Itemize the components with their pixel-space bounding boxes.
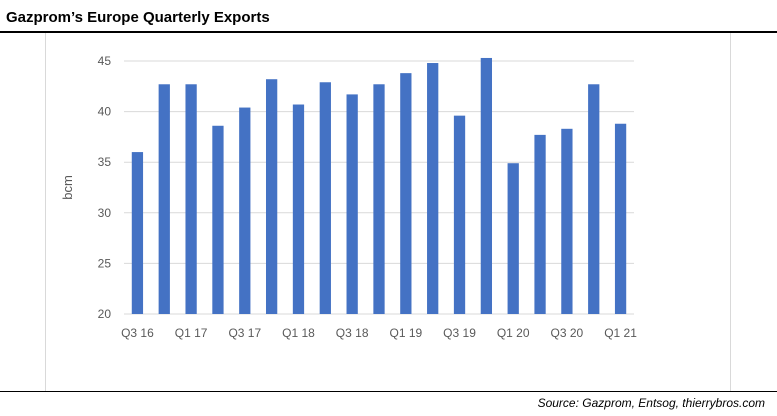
bar-q4-18 [373, 84, 385, 314]
bar-q4-17 [265, 79, 278, 314]
title-divider [0, 31, 777, 33]
bar-q4-16 [158, 84, 170, 314]
bar-q3-20 [561, 128, 573, 314]
x-tick-label: Q1 18 [282, 326, 315, 340]
bar-q3-19 [453, 115, 466, 314]
source-note: Source: Gazprom, Entsog, thierrybros.com [537, 396, 765, 410]
bars [131, 57, 627, 315]
bar-q1-19 [400, 73, 412, 314]
x-tick-label: Q3 16 [121, 326, 154, 340]
bar-q2-17 [212, 125, 224, 314]
bar-q2-20 [534, 134, 546, 314]
bar-q1-21 [614, 123, 627, 314]
footer-divider [0, 391, 777, 392]
bar-q4-20 [588, 84, 600, 314]
y-tick-label: 20 [98, 307, 112, 321]
bar-q1-17 [185, 84, 197, 314]
x-axis-ticks: Q3 16 Q1 17 Q3 17 Q1 18 Q3 18 Q1 19 Q3 19 Q1 20… [121, 326, 637, 340]
bar-q2-19 [427, 63, 439, 314]
bar-q3-18 [346, 94, 358, 314]
bar-q3-17 [239, 107, 251, 314]
y-tick-label: 25 [98, 256, 112, 270]
bar-q4-19 [480, 57, 493, 315]
y-tick-label: 40 [98, 105, 112, 119]
x-tick-label: Q3 17 [228, 326, 261, 340]
bar-q3-16 [131, 152, 144, 314]
bar-q2-18 [319, 82, 331, 314]
chart-title: Gazprom’s Europe Quarterly Exports [6, 9, 270, 26]
x-tick-label: Q1 20 [497, 326, 530, 340]
bar-q1-20 [507, 163, 519, 314]
x-tick-label: Q3 20 [551, 326, 584, 340]
bar-q1-18 [292, 104, 305, 315]
y-tick-label: 35 [98, 155, 112, 169]
x-tick-label: Q1 17 [175, 326, 208, 340]
y-tick-label: 30 [98, 206, 112, 220]
x-tick-label: Q1 21 [604, 326, 637, 340]
x-tick-label: Q3 19 [443, 326, 476, 340]
y-axis-label: bcm [60, 175, 75, 200]
y-tick-label: 45 [98, 54, 112, 68]
y-axis-ticks: 20 25 30 35 40 45 [98, 54, 112, 321]
chart-frame [45, 33, 731, 391]
x-tick-label: Q3 18 [336, 326, 369, 340]
x-tick-label: Q1 19 [389, 326, 422, 340]
